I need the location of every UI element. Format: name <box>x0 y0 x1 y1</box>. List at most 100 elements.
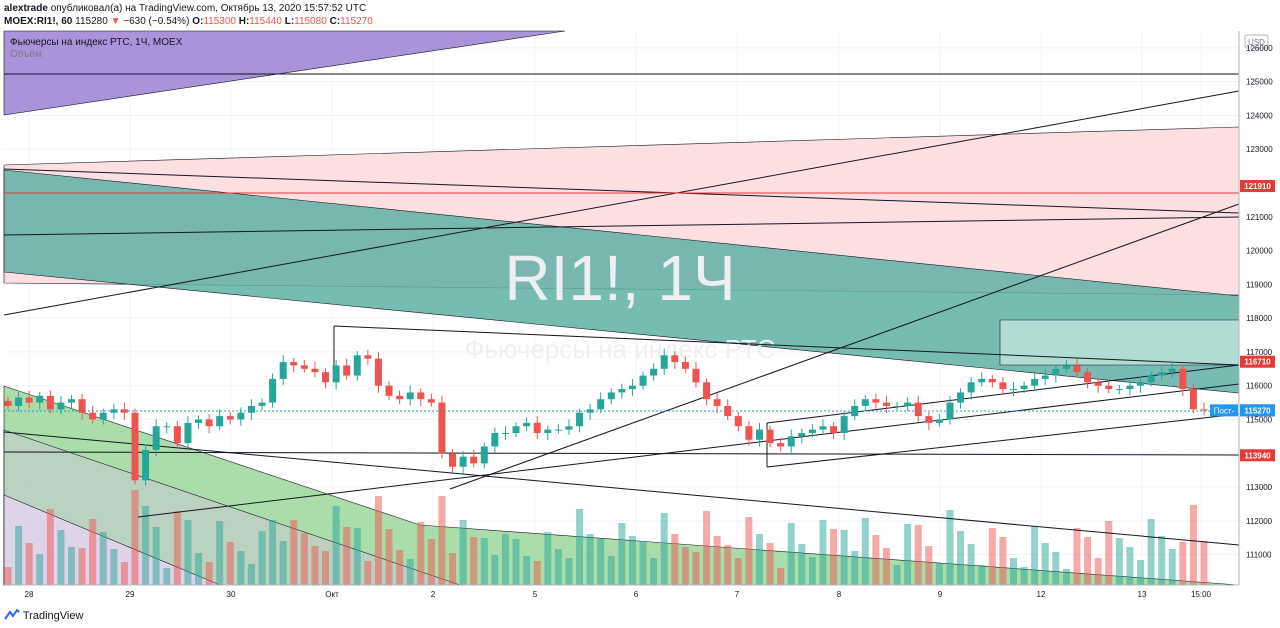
candle-body[interactable] <box>787 436 795 447</box>
candle-body[interactable] <box>300 365 308 369</box>
candle-body[interactable] <box>99 412 107 420</box>
candle-body[interactable] <box>417 392 425 400</box>
candle-body[interactable] <box>650 368 658 376</box>
candle-body[interactable] <box>1126 385 1134 390</box>
candle-body[interactable] <box>999 382 1007 390</box>
candle-body[interactable] <box>120 409 128 413</box>
candle-body[interactable] <box>914 402 922 417</box>
candle-body[interactable] <box>597 399 605 410</box>
candle-body[interactable] <box>734 416 742 427</box>
candle-body[interactable] <box>851 405 859 417</box>
candle-body[interactable] <box>1115 389 1123 391</box>
candle-body[interactable] <box>184 422 192 444</box>
candle-body[interactable] <box>565 426 573 430</box>
candle-body[interactable] <box>36 395 44 403</box>
candle-body[interactable] <box>988 378 996 383</box>
candle-body[interactable] <box>353 355 361 376</box>
candle-body[interactable] <box>544 429 552 433</box>
price-label-bg[interactable] <box>1240 404 1275 417</box>
candle-body[interactable] <box>978 378 986 383</box>
trend-line-long-up[interactable] <box>3 90 1240 316</box>
horizontal-line-113940[interactable] <box>3 451 1240 456</box>
candle-body[interactable] <box>1084 372 1092 383</box>
candle-body[interactable] <box>1105 385 1113 390</box>
candle-body[interactable] <box>1062 365 1070 369</box>
candle-body[interactable] <box>724 405 732 417</box>
candle-body[interactable] <box>893 405 901 407</box>
price-label-bg[interactable] <box>1240 355 1275 368</box>
trend-line-flat[interactable] <box>3 216 1240 236</box>
candle-body[interactable] <box>692 368 700 383</box>
candle-body[interactable] <box>1052 368 1060 376</box>
candle-body[interactable] <box>25 397 33 403</box>
candle-body[interactable] <box>110 409 118 413</box>
teal-channel-right[interactable] <box>999 319 1240 366</box>
candle-body[interactable] <box>46 395 54 410</box>
candle-body[interactable] <box>247 405 255 413</box>
candle-body[interactable] <box>533 422 541 433</box>
candle-body[interactable] <box>808 429 816 433</box>
candle-body[interactable] <box>258 402 266 406</box>
candle-body[interactable] <box>163 426 171 428</box>
price-label-bg[interactable] <box>1240 449 1275 462</box>
candle-body[interactable] <box>1189 389 1197 410</box>
candle-body[interactable] <box>745 426 753 440</box>
candle-body[interactable] <box>195 419 203 423</box>
candle-body[interactable] <box>311 368 319 373</box>
candle-body[interactable] <box>374 358 382 386</box>
channel-lower[interactable] <box>766 413 1240 468</box>
candle-body[interactable] <box>872 399 880 403</box>
candle-body[interactable] <box>512 426 520 433</box>
candle-body[interactable] <box>1031 378 1039 386</box>
candle-body[interactable] <box>216 416 224 427</box>
candle-body[interactable] <box>766 429 774 444</box>
candle-body[interactable] <box>279 362 287 379</box>
candle-body[interactable] <box>15 397 23 406</box>
candle-body[interactable] <box>1094 382 1102 386</box>
candle-body[interactable] <box>946 402 954 420</box>
candle-body[interactable] <box>1073 365 1081 373</box>
last-price-tag-bg[interactable] <box>1210 404 1238 417</box>
tradingview-logo[interactable]: TradingView <box>4 608 83 622</box>
candle-body[interactable] <box>628 385 636 390</box>
candle-body[interactable] <box>459 456 467 467</box>
candle-body[interactable] <box>173 426 181 444</box>
candle-body[interactable] <box>78 399 86 413</box>
candle-body[interactable] <box>755 429 763 440</box>
candle-body[interactable] <box>142 449 150 481</box>
candle-body[interactable] <box>385 385 393 396</box>
candle-body[interactable] <box>925 416 933 423</box>
candle-body[interactable] <box>639 375 647 386</box>
candle-body[interactable] <box>671 355 679 363</box>
candle-body[interactable] <box>777 443 785 447</box>
candle-body[interactable] <box>967 382 975 393</box>
candle-body[interactable] <box>237 412 245 420</box>
candle-body[interactable] <box>89 412 97 420</box>
candle-body[interactable] <box>554 429 562 431</box>
candle-body[interactable] <box>935 419 943 423</box>
candle-body[interactable] <box>226 416 234 420</box>
candle-body[interactable] <box>491 432 499 447</box>
currency-badge[interactable] <box>1244 34 1269 49</box>
candle-body[interactable] <box>1158 372 1166 376</box>
purple-channel[interactable] <box>3 30 566 116</box>
trend-line-down[interactable] <box>3 168 1240 214</box>
candle-body[interactable] <box>322 372 330 383</box>
candle-body[interactable] <box>882 402 890 406</box>
candle-body[interactable] <box>618 389 626 393</box>
candle-body[interactable] <box>681 362 689 369</box>
candle-body[interactable] <box>470 456 478 464</box>
candle-body[interactable] <box>1009 389 1017 391</box>
trend-line-upper[interactable] <box>333 325 1240 366</box>
trend-line-bottom[interactable] <box>3 431 1240 546</box>
candle-body[interactable] <box>819 426 827 430</box>
candle-body[interactable] <box>1179 368 1187 390</box>
candle-body[interactable] <box>4 400 12 406</box>
candle-body[interactable] <box>332 365 340 383</box>
candle-body[interactable] <box>501 432 509 434</box>
candle-body[interactable] <box>798 432 806 437</box>
candle-body[interactable] <box>713 399 721 406</box>
candle-body[interactable] <box>1147 375 1155 383</box>
candle-body[interactable] <box>703 382 711 400</box>
